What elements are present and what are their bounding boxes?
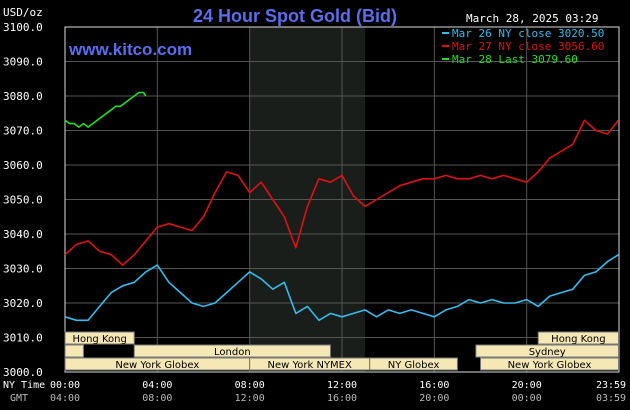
website-link[interactable]: www.kitco.com	[68, 40, 192, 59]
session-label: Hong Kong	[551, 334, 605, 345]
plot-border	[64, 26, 620, 373]
y-tick-label: 3020.0	[3, 297, 43, 310]
x-tick-ny: 00:00	[50, 380, 80, 391]
session-bar	[475, 344, 620, 358]
chart-title: 24 Hour Spot Gold (Bid)	[193, 6, 397, 26]
session-bar	[64, 344, 84, 358]
gmt-label: GMT	[10, 393, 28, 404]
y-tick-label: 3080.0	[3, 90, 43, 103]
y-tick-label: 3010.0	[3, 332, 43, 345]
y-tick-label: 3050.0	[3, 194, 43, 207]
x-tick-ny: 04:00	[142, 380, 172, 391]
session-label: Sydney	[529, 347, 566, 358]
session-bar	[64, 331, 135, 345]
y-tick-label: 3100.0	[3, 21, 43, 34]
y-axis-ticks: 3100.0 3090.0 3080.0 3070.0 3060.0 3050.0 3040…	[3, 21, 43, 379]
x-axis-ticks: 00:00 04:00 04:00 08:00 08:00 12:00 12:00 16:00…	[50, 380, 626, 404]
x-tick-ny: 08:00	[235, 380, 265, 391]
x-tick-gmt: 20:00	[419, 393, 449, 404]
y-tick-label: 3040.0	[3, 228, 43, 241]
x-tick-ny: 23:59	[596, 380, 626, 391]
chart-date: March 28, 2025 03:29	[466, 12, 598, 25]
session-label: London	[214, 347, 251, 358]
y-tick-label: 3070.0	[3, 125, 43, 138]
y-tick-label: 3000.0	[3, 366, 43, 379]
session-bar	[133, 344, 331, 358]
session-label: New York Globex	[115, 360, 199, 371]
y-tick-label: 3090.0	[3, 56, 43, 69]
session-bar	[369, 357, 458, 371]
x-tick-gmt: 12:00	[235, 393, 265, 404]
price-series	[64, 91, 620, 322]
x-tick-gmt: 08:00	[142, 393, 172, 404]
ny-time-label: NY Time	[3, 380, 45, 391]
session-label: Hong Kong	[72, 334, 126, 345]
session-bar	[537, 331, 620, 345]
x-tick-gmt: 00:00	[512, 393, 542, 404]
series-line-3	[64, 91, 147, 128]
session-label: New York NYMEX	[268, 360, 353, 371]
x-tick-ny: 12:00	[327, 380, 357, 391]
x-tick-ny: 16:00	[419, 380, 449, 391]
series-line-1	[64, 254, 619, 322]
session-label: NY Globex	[388, 360, 440, 371]
legend-entry: Mar 26 NY close 3020.50	[452, 27, 604, 40]
x-tick-gmt: 03:59	[596, 393, 626, 404]
legend-entry: Mar 27 NY close 3056.60	[452, 40, 604, 53]
x-tick-gmt: 16:00	[327, 393, 357, 404]
x-tick-ny: 20:00	[512, 380, 542, 391]
session-label: New York Globex	[508, 360, 592, 371]
unit-label: USD/oz	[3, 6, 43, 19]
session-bar	[480, 357, 620, 371]
y-tick-label: 3060.0	[3, 159, 43, 172]
x-tick-gmt: 04:00	[50, 393, 80, 404]
series-line-2	[64, 119, 620, 266]
trading-sessions: Hong Kong Hong Kong London Sydney New York G…	[64, 331, 620, 371]
legend-entry: Mar 28 Last 3079.60	[452, 53, 578, 66]
y-tick-label: 3030.0	[3, 263, 43, 276]
